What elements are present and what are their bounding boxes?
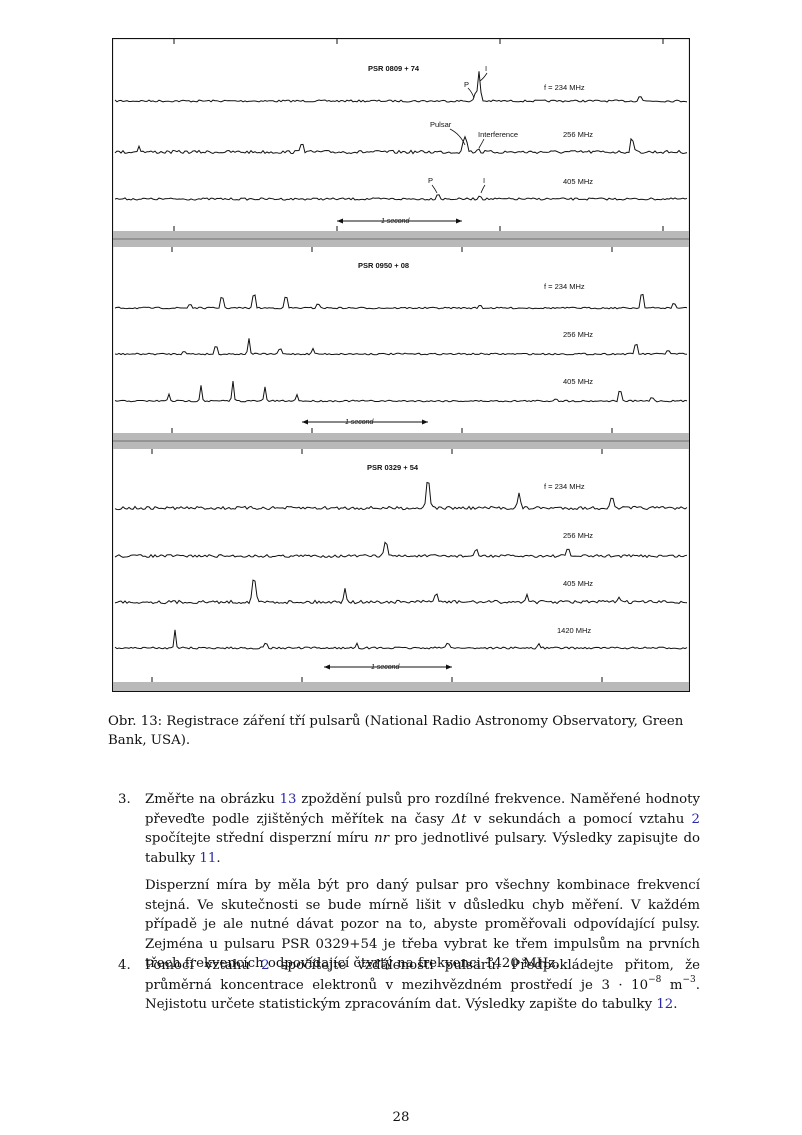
panel3-freq-1: f = 234 MHz [544,482,585,491]
text-run: spočítejte střední disperzní míru [145,831,375,846]
annotation-leader [480,184,486,194]
item-4-paragraph-1: Pomocí vztahu 2 spočítejte vzdálenosti p… [145,956,700,1015]
text-run: Pomocí vztahu [145,958,262,973]
trace-line-8 [114,541,688,559]
table-ref-link[interactable]: 11 [199,850,217,866]
annotation-leader [478,138,485,149]
item-number: 4. [118,958,131,973]
nr-symbol: nr [374,831,390,846]
text-run: . [673,997,678,1012]
panel3-freq-4: 1420 MHz [557,626,591,635]
list-item-4: 4. Pomocí vztahu 2 spočítejte vzdálenost… [118,956,700,1015]
text-run: zpoždění pulsů pro rozdílné frekvence. N… [145,792,700,827]
scale-arrow-head [302,419,308,425]
text-run: . Nejistotu určete sta­tistickým zpracov… [145,977,700,1013]
panel3-freq-3: 405 MHz [563,579,593,588]
trace-line-7 [114,481,688,511]
table-ref-link[interactable]: 12 [656,997,674,1012]
trace-line-2 [114,135,688,155]
text-run: Změřte na obrázku [145,792,280,807]
scale-arrow-head [337,218,343,224]
figure-frame [112,38,690,692]
equation-ref-link[interactable]: 2 [261,958,270,973]
text-run: v sekundách a pomocí vztahu [466,811,692,827]
panel1-annot-i: I [485,64,487,73]
item-number: 3. [118,792,131,807]
panel2-freq-1: f = 234 MHz [544,282,585,291]
scale-arrow-head [422,419,428,425]
annotation-leader [449,128,466,146]
scale-arrow-head [446,664,452,670]
equation-ref-link[interactable]: 2 [691,811,700,827]
caption-label: Obr. 13: [108,714,163,729]
trace-line-6 [114,380,688,403]
panel1-freq-3: 405 MHz [563,177,593,186]
figure-caption: Obr. 13: Registrace záření tří pulsarů (… [108,712,700,750]
item-3-paragraph-2: Disperzní míra by měla být pro daný puls… [145,878,700,971]
text-run: m [661,977,683,993]
panel1-title: PSR 0809 + 74 [368,64,420,73]
panel3-freq-2: 256 MHz [563,531,593,540]
panel1-annot-p2: P [428,176,433,185]
pulsar-recordings-figure: PSR 0809 + 74 f = 234 MHz 256 MHz 405 MH… [112,38,690,692]
trace-line-3 [114,194,688,201]
panel1-freq-1: f = 234 MHz [544,83,585,92]
text-run: pro jednotlivé pulsary. Výsledky zapisuj… [145,831,700,866]
annotation-leader [479,72,488,82]
panel2-scale-label: 1 second [345,419,375,426]
separator-strip [113,682,689,691]
trace-line-9 [114,579,688,605]
figure-svg: PSR 0809 + 74 f = 234 MHz 256 MHz 405 MH… [112,38,690,692]
annotation-leader [467,87,475,99]
panel1-scale-label: 1 second [381,218,411,225]
trace-line-10 [114,629,688,650]
panel1-freq-2: 256 MHz [563,130,593,139]
trace-line-5 [114,338,688,356]
panel1-annot-pulsar: Pulsar [430,120,452,129]
panel2-title: PSR 0950 + 08 [358,261,409,270]
trace-line-4 [114,293,688,310]
panel3-scale-label: 1 second [371,664,401,671]
page-number: 28 [392,1110,410,1125]
scale-arrow-head [456,218,462,224]
scale-arrow-head [324,664,330,670]
panel3-title: PSR 0329 + 54 [367,463,419,472]
panel2-freq-3: 405 MHz [563,377,593,386]
delta-t-symbol: Δt [451,811,467,827]
panel2-freq-2: 256 MHz [563,330,593,339]
figure-annotations [151,39,664,682]
text-run: spočítejte vzdálenosti pulsarů. Předpokl… [145,958,700,993]
panel1-annot-p: P [464,80,469,89]
text-run: . [216,850,221,866]
caption-text: Registrace záření tří pulsarů (National … [108,714,684,748]
figure-ref-link[interactable]: 13 [279,792,297,807]
item-3-paragraph-1: Změřte na obrázku 13 zpoždění pulsů pro … [145,790,700,868]
panel1-annot-i2: I [483,176,485,185]
exponent: −8 [648,975,662,986]
annotation-leader [431,184,438,194]
trace-lines [114,71,688,650]
panel1-annot-interference: Interference [478,130,518,139]
trace-line-1 [114,71,688,103]
exponent: −3 [682,975,696,986]
list-item-3: 3. Změřte na obrázku 13 zpoždění pulsů p… [118,790,700,974]
